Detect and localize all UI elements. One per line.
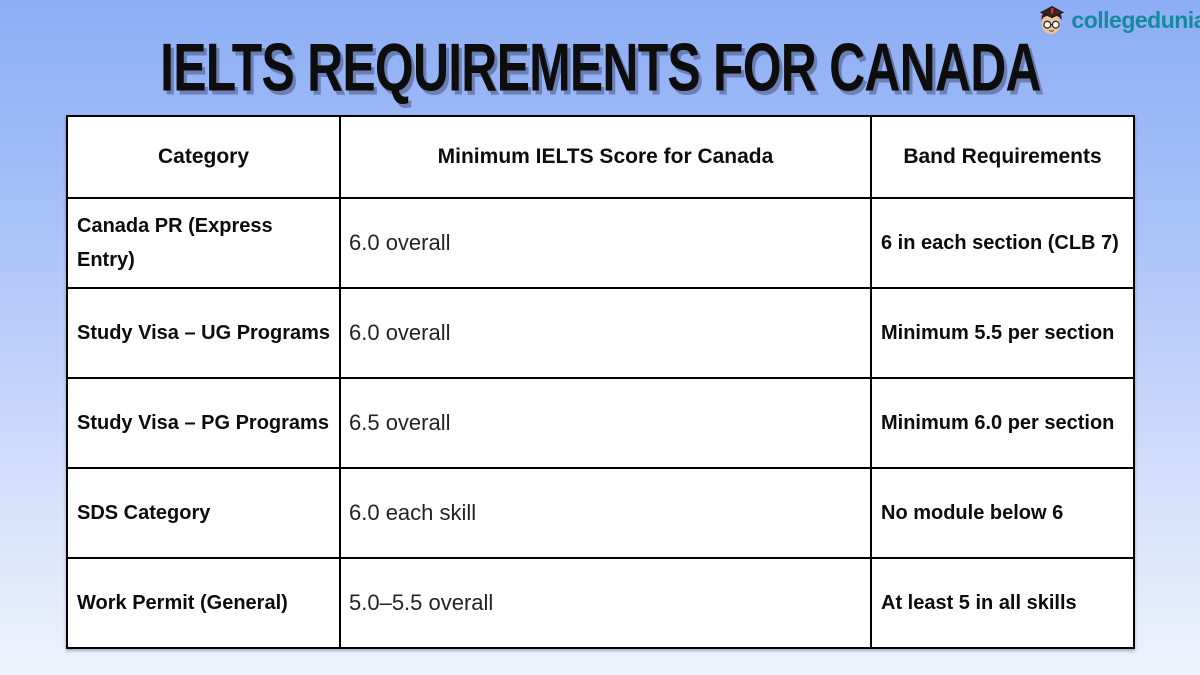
score-cell: 6.5 overall bbox=[339, 377, 872, 469]
score-cell: 6.0 each skill bbox=[339, 467, 872, 559]
category-cell: SDS Category bbox=[66, 467, 341, 559]
table-header-row: Category Minimum IELTS Score for Canada … bbox=[66, 115, 1135, 199]
page-title: IELTS REQUIREMENTS FOR CANADA bbox=[159, 28, 1041, 106]
band-cell: Minimum 5.5 per section bbox=[870, 287, 1135, 379]
collegedunia-logo: collegedunia bbox=[1037, 3, 1200, 37]
table-row: Canada PR (Express Entry) 6.0 overall 6 … bbox=[66, 197, 1135, 289]
ielts-requirements-table: Category Minimum IELTS Score for Canada … bbox=[66, 115, 1135, 649]
score-cell: 5.0–5.5 overall bbox=[339, 557, 872, 649]
category-cell: Study Visa – UG Programs bbox=[66, 287, 341, 379]
band-cell: At least 5 in all skills bbox=[870, 557, 1135, 649]
category-cell: Study Visa – PG Programs bbox=[66, 377, 341, 469]
header-min-score: Minimum IELTS Score for Canada bbox=[339, 115, 872, 199]
band-cell: Minimum 6.0 per section bbox=[870, 377, 1135, 469]
collegedunia-mascot-icon bbox=[1037, 4, 1067, 36]
table-row: Study Visa – UG Programs 6.0 overall Min… bbox=[66, 287, 1135, 379]
score-cell: 6.0 overall bbox=[339, 287, 872, 379]
band-cell: No module below 6 bbox=[870, 467, 1135, 559]
header-category: Category bbox=[66, 115, 341, 199]
table-row: Work Permit (General) 5.0–5.5 overall At… bbox=[66, 557, 1135, 649]
header-band-requirements: Band Requirements bbox=[870, 115, 1135, 199]
title-banner: IELTS REQUIREMENTS FOR CANADA bbox=[0, 28, 1200, 106]
table-row: SDS Category 6.0 each skill No module be… bbox=[66, 467, 1135, 559]
category-cell: Canada PR (Express Entry) bbox=[66, 197, 341, 289]
collegedunia-logo-text: collegedunia bbox=[1071, 6, 1200, 33]
band-cell: 6 in each section (CLB 7) bbox=[870, 197, 1135, 289]
table-row: Study Visa – PG Programs 6.5 overall Min… bbox=[66, 377, 1135, 469]
score-cell: 6.0 overall bbox=[339, 197, 872, 289]
category-cell: Work Permit (General) bbox=[66, 557, 341, 649]
